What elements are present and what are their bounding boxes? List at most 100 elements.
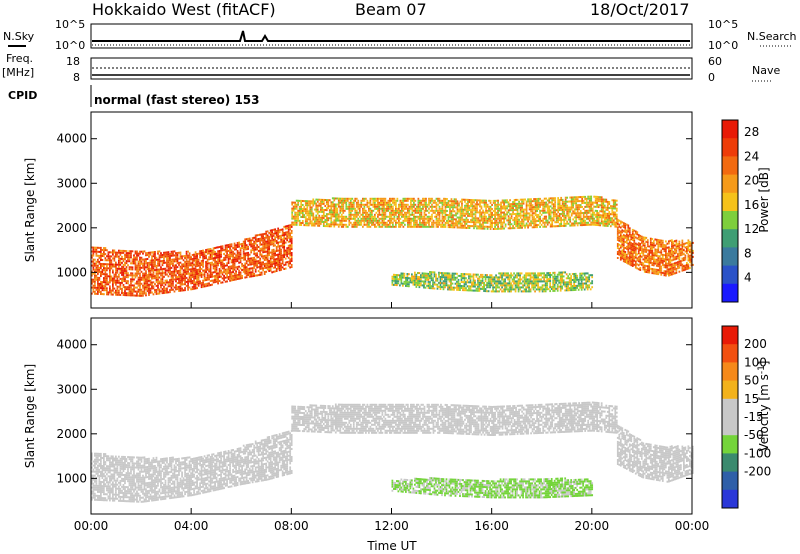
cell-band-0: [249, 242, 251, 244]
cell-band-0: [235, 266, 237, 268]
cell-band-1: [542, 206, 544, 208]
cell-band-2: [479, 278, 481, 280]
cell-band-1: [463, 219, 465, 221]
cell-band-1: [530, 206, 532, 208]
cell-band-1: [518, 227, 520, 229]
cell-band-0: [129, 286, 131, 288]
cell-band-1: [350, 222, 352, 224]
cell-band-1: [557, 211, 559, 213]
cell-band-1: [404, 214, 406, 216]
cell-band-1: [491, 204, 493, 206]
cell-band-0: [180, 276, 182, 278]
cell-band-1: [442, 222, 444, 224]
cell-band-0: [109, 273, 111, 275]
cell-band-1: [479, 226, 481, 228]
cell-band-0: [280, 257, 282, 259]
cell-band-1: [485, 204, 487, 206]
cell-band-0: [198, 263, 200, 265]
cell-band-0: [288, 229, 290, 231]
cell-band-1: [509, 203, 511, 205]
cell-band-0: [225, 255, 227, 257]
cell-band-1: [508, 223, 510, 225]
cell-band-0: [100, 265, 102, 267]
cell-band-1: [374, 200, 376, 202]
cell-band-1: [305, 210, 307, 212]
cell-band-1: [398, 226, 400, 228]
cell-band-2: [471, 290, 473, 292]
cell-band-2: [443, 280, 445, 282]
cell-band-1: [357, 220, 359, 222]
cell-band-1: [357, 208, 359, 210]
cell-band-0: [127, 280, 129, 282]
cell-band-0: [153, 253, 155, 255]
cell-band-0: [177, 254, 179, 256]
cell-band-1: [509, 205, 511, 207]
cell-band-0: [253, 251, 255, 253]
cell-band-1: [521, 227, 523, 229]
cell-band-1: [613, 201, 615, 203]
cell-band-0: [238, 254, 240, 256]
cell-band-1: [590, 224, 592, 226]
cell-band-1: [389, 218, 391, 220]
cell-band-1: [294, 212, 296, 214]
cell-band-1: [472, 203, 474, 205]
cell-band-1: [526, 205, 528, 207]
cell-band-0: [120, 264, 122, 266]
cell-band-1: [388, 202, 390, 204]
cell-band-1: [335, 224, 337, 226]
cell-band-1: [596, 216, 598, 218]
cell-band-1: [599, 198, 601, 200]
cell-band-1: [397, 222, 399, 224]
cell-band-2: [473, 280, 475, 282]
cell-band-2: [434, 288, 436, 290]
cell-band-0: [286, 231, 288, 233]
cell-band-1: [514, 219, 516, 221]
cell-band-0: [141, 291, 143, 293]
cell-band-1: [377, 202, 379, 204]
cell-band-1: [392, 218, 394, 220]
cell-band-1: [547, 204, 549, 206]
cell-band-0: [135, 257, 137, 259]
cell-band-0: [265, 241, 267, 243]
cell-band-1: [394, 204, 396, 206]
cell-band-0: [150, 262, 152, 264]
cell-band-1: [330, 205, 332, 207]
cell-band-2: [461, 285, 463, 287]
cell-band-1: [297, 220, 299, 222]
cell-band-2: [447, 274, 449, 276]
cell-band-1: [339, 206, 341, 208]
cell-band-1: [443, 220, 445, 222]
cell-band-1: [338, 218, 340, 220]
cell-band-1: [430, 200, 432, 202]
cell-band-1: [602, 211, 604, 213]
cell-band-0: [238, 256, 240, 258]
cell-band-0: [202, 252, 204, 254]
cell-band-1: [451, 206, 453, 208]
cell-band-1: [500, 210, 502, 212]
cell-band-0: [253, 273, 255, 275]
cell-band-1: [511, 203, 513, 205]
cell-band-1: [515, 215, 517, 217]
cell-band-1: [607, 217, 609, 219]
cell-band-0: [229, 248, 231, 250]
cell-band-0: [289, 244, 291, 246]
cell-band-1: [593, 202, 595, 204]
cell-band-1: [335, 222, 337, 224]
cell-band-1: [389, 224, 391, 226]
cell-band-0: [210, 266, 212, 268]
cell-band-0: [225, 247, 227, 249]
cell-band-0: [117, 252, 119, 254]
cell-band-1: [309, 222, 311, 224]
cell-band-1: [599, 200, 601, 202]
cell-band-1: [303, 216, 305, 218]
cell-band-0: [141, 293, 143, 295]
cell-band-1: [323, 209, 325, 211]
cell-band-1: [466, 209, 468, 211]
cell-band-1: [374, 226, 376, 228]
cell-band-0: [234, 249, 236, 251]
cell-band-0: [261, 250, 263, 252]
cell-band-1: [553, 225, 555, 227]
cell-band-2: [441, 274, 443, 276]
cell-band-1: [542, 208, 544, 210]
cell-band-0: [178, 278, 180, 280]
